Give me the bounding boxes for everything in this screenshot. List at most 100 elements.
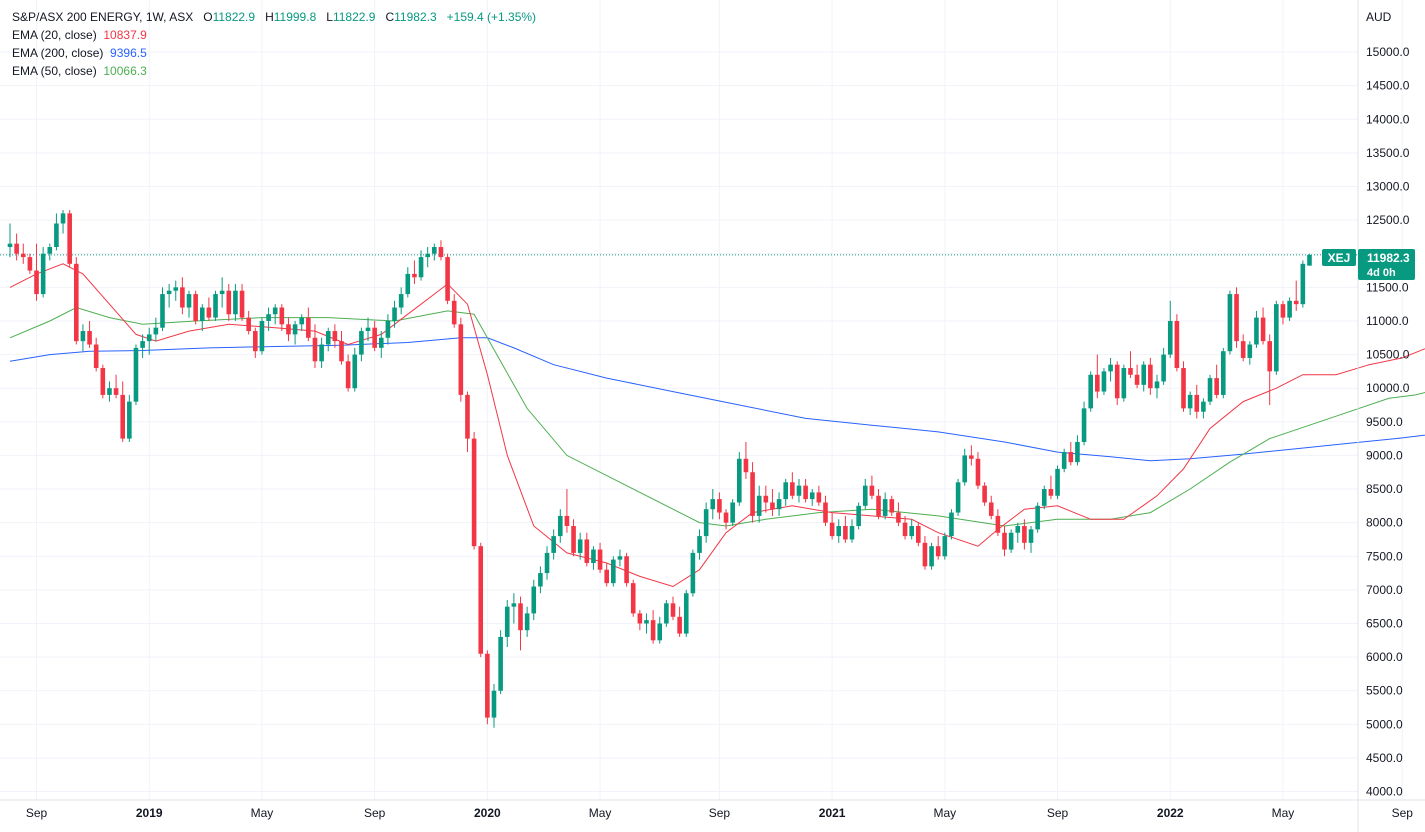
candle (737, 452, 742, 506)
candle (1181, 361, 1186, 412)
y-tick-label: 10500.0 (1366, 348, 1410, 362)
candle (551, 529, 556, 560)
x-tick-label: 2021 (819, 806, 846, 820)
candle-body (1141, 364, 1147, 385)
candle (756, 485, 762, 523)
candle (27, 253, 33, 274)
candle-body (54, 223, 59, 248)
candle (418, 250, 424, 281)
candle-body (683, 593, 689, 634)
candle-body (199, 307, 205, 321)
x-tick-label: 2020 (474, 806, 501, 820)
candle-body (266, 314, 271, 321)
price-tag-ticker: XEJ (1328, 251, 1351, 265)
candle-body (312, 337, 318, 362)
candle (1061, 448, 1067, 473)
candle-body (319, 344, 324, 362)
legend-ema200-value: 9396.5 (110, 46, 147, 60)
candle-body (571, 526, 576, 553)
candle (776, 492, 782, 516)
y-tick-label: 8500.0 (1366, 482, 1403, 496)
candle (683, 589, 689, 637)
candle (591, 546, 596, 570)
candle (538, 566, 543, 594)
candle-layer (7, 210, 1312, 728)
candle-body (717, 499, 722, 513)
candle-body (975, 458, 981, 486)
candle-body (1260, 317, 1266, 342)
price-axis[interactable]: 4000.0 4500.0 5000.0 5500.0 6000.0 6500.0 7000… (1366, 45, 1410, 798)
chart-legend: S&P/ASX 200 ENERGY, 1W, ASX O11822.9 H11… (12, 8, 536, 80)
y-tick-label: 13000.0 (1366, 180, 1410, 194)
legend-close-value: 11982.3 (394, 10, 437, 24)
candle (286, 317, 291, 342)
candle-body (87, 331, 92, 345)
candle (849, 519, 855, 543)
legend-ema200-row[interactable]: EMA (200, close) 9396.5 (12, 44, 536, 62)
candle (339, 331, 344, 365)
candle-body (425, 253, 430, 258)
candle-body (796, 485, 802, 496)
candle-body (803, 485, 808, 500)
legend-ema50-row[interactable]: EMA (50, close) 10066.3 (12, 62, 536, 80)
legend-symbol[interactable]: S&P/ASX 200 ENERGY, 1W, ASX (12, 10, 194, 24)
candle (253, 327, 258, 358)
legend-ema200-label: EMA (200, close) (12, 46, 104, 60)
candle (1247, 341, 1253, 365)
candle (730, 499, 735, 527)
candle (392, 300, 397, 328)
candle-body (299, 317, 305, 325)
candle (266, 307, 271, 332)
candle (1022, 519, 1027, 550)
candle (1002, 526, 1007, 557)
candle (783, 478, 789, 506)
candle-body (1121, 368, 1127, 399)
candle-body (80, 331, 86, 342)
candle (829, 512, 835, 540)
candle (1048, 475, 1054, 500)
legend-ohlc-row[interactable]: S&P/ASX 200 ENERGY, 1W, ASX O11822.9 H11… (12, 8, 536, 26)
candle-body (392, 307, 397, 321)
time-axis[interactable]: Sep 2019 May Sep 2020 May Sep 2021 May Sep 2022 May… (26, 806, 1425, 820)
candle-body (955, 482, 961, 513)
candle-body (624, 556, 629, 584)
candle-body (916, 526, 921, 543)
candle (624, 552, 629, 587)
candle-body (1274, 304, 1279, 372)
candle (1028, 526, 1034, 553)
candle (929, 542, 934, 570)
candle-body (969, 455, 974, 459)
candle-body (1048, 489, 1054, 496)
candle (1174, 314, 1180, 372)
candle (319, 337, 324, 369)
y-tick-label: 5000.0 (1366, 717, 1403, 731)
candle-body (272, 307, 278, 315)
candle (498, 630, 503, 695)
legend-ema20-row[interactable]: EMA (20, close) 10837.9 (12, 26, 536, 44)
candle (478, 542, 484, 658)
x-tick-label: Sep (1047, 806, 1069, 820)
candle-body (1181, 368, 1186, 409)
y-tick-label: 11500.0 (1366, 280, 1409, 294)
candle-body (504, 606, 510, 637)
candle-body (339, 341, 344, 362)
candle (325, 327, 331, 352)
y-tick-label: 12500.0 (1366, 213, 1410, 227)
candle-body (1167, 320, 1173, 355)
candle (995, 509, 1001, 537)
candle-body (146, 334, 152, 342)
candle (650, 610, 656, 644)
candle-body (697, 536, 702, 553)
candle-body (743, 458, 749, 473)
candle-body (1088, 374, 1093, 409)
candle (564, 489, 570, 533)
candle (809, 489, 815, 506)
candle-body (226, 290, 232, 315)
candle-body (1220, 351, 1226, 395)
candle (80, 324, 86, 352)
candle (988, 495, 994, 520)
candle (697, 529, 702, 560)
x-tick-label: May (251, 806, 274, 820)
candle-body (1128, 368, 1133, 375)
